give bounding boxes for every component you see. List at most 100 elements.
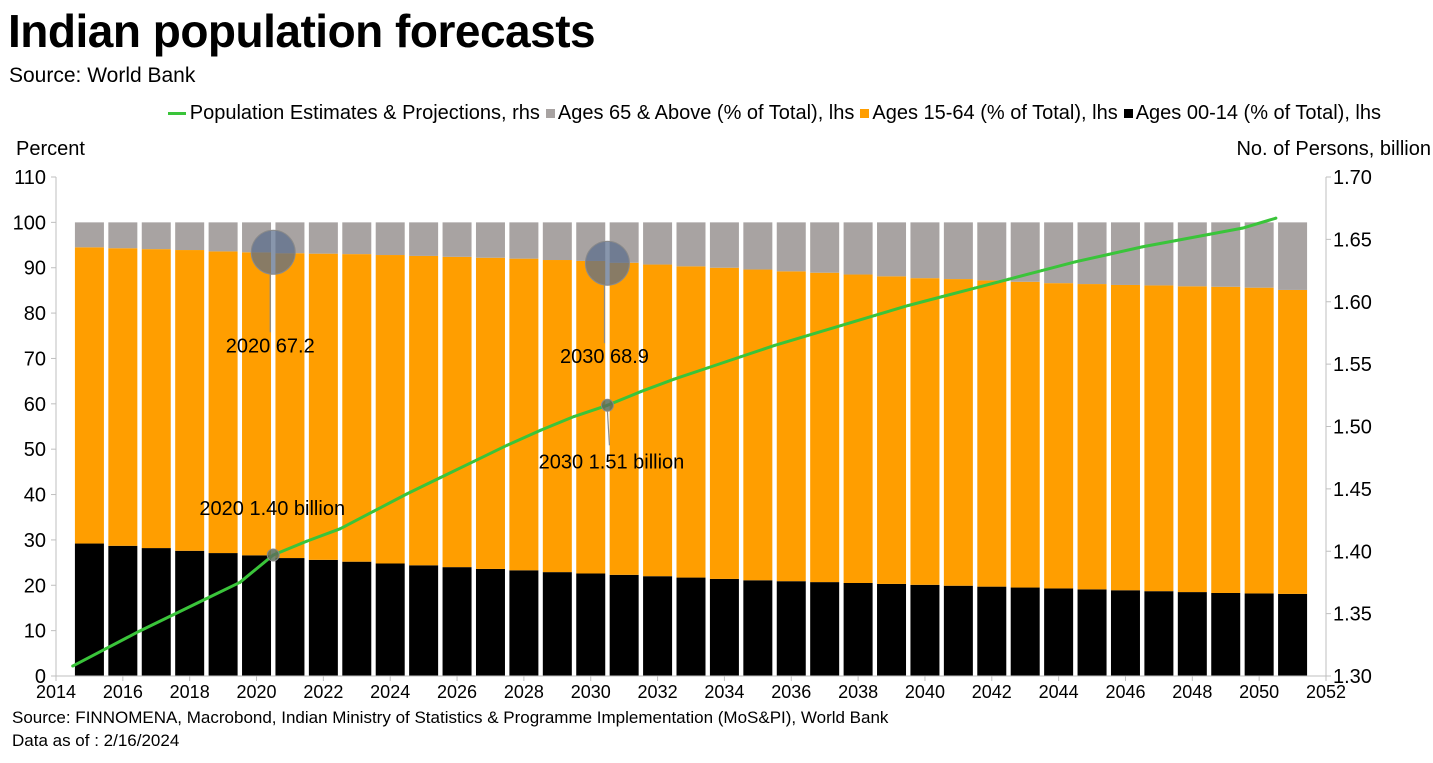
bar-ages-00-14-2035 — [743, 580, 773, 676]
bar-ages-00-14-2026 — [442, 567, 472, 676]
legend-label-ages-65-above: Ages 65 & Above (% of Total), lhs — [557, 102, 855, 124]
bar-ages-15-64-2038 — [843, 274, 873, 583]
bar-ages-00-14-2025 — [409, 565, 439, 676]
x-tick-label-2042: 2042 — [972, 682, 1012, 702]
bar-ages-65-above-2041 — [943, 222, 973, 280]
x-tick-label-2036: 2036 — [771, 682, 811, 702]
legend-swatch-population — [167, 112, 186, 115]
bar-ages-65-above-2035 — [743, 222, 773, 270]
x-tick-label-2052: 2052 — [1306, 682, 1346, 702]
bar-ages-15-64-2018 — [175, 250, 205, 551]
legend-item-ages-65-above: Ages 65 & Above (% of Total), lhs — [545, 102, 855, 125]
population-point-2033 — [672, 377, 676, 381]
bar-ages-00-14-2048 — [1177, 592, 1207, 676]
bar-ages-65-above-2038 — [843, 222, 873, 275]
bar-ages-00-14-2019 — [208, 553, 238, 676]
bar-ages-15-64-2016 — [108, 248, 138, 546]
bar-ages-00-14-2031 — [609, 574, 639, 676]
bar-ages-65-above-2018 — [175, 222, 205, 251]
population-point-2035 — [739, 355, 743, 359]
bar-ages-15-64-2045 — [1077, 284, 1107, 590]
population-point-2029 — [539, 428, 543, 432]
left-tick-label-40: 40 — [24, 485, 46, 507]
bar-ages-15-64-2051 — [1278, 289, 1308, 594]
population-point-2023 — [338, 527, 342, 531]
legend-item-ages-15-64: Ages 15-64 (% of Total), lhs — [860, 102, 1118, 125]
bar-ages-00-14-2034 — [709, 578, 739, 676]
bar-ages-00-14-2024 — [375, 563, 405, 676]
bar-ages-15-64-2046 — [1110, 284, 1140, 591]
bar-ages-00-14-2028 — [509, 570, 539, 676]
right-tick-label-1.40: 1.40 — [1333, 541, 1372, 563]
population-point-2046 — [1107, 252, 1111, 256]
bar-ages-00-14-2020 — [242, 555, 272, 676]
bar-ages-15-64-2037 — [810, 272, 840, 583]
annotation-marker-2030-68-9 — [584, 240, 630, 286]
legend-swatch-ages-65-above — [545, 109, 555, 118]
right-tick-label-1.30: 1.30 — [1333, 666, 1372, 688]
right-tick-label-1.70: 1.70 — [1333, 167, 1372, 189]
population-point-2018 — [171, 613, 175, 617]
population-point-2022 — [305, 539, 309, 543]
bar-ages-00-14-2037 — [810, 582, 840, 676]
bar-ages-15-64-2015 — [74, 247, 104, 544]
bar-ages-65-above-2042 — [977, 222, 1007, 281]
population-point-2044 — [1040, 269, 1044, 273]
left-tick-label-100: 100 — [13, 212, 46, 234]
bar-ages-00-14-2047 — [1144, 591, 1174, 676]
bar-ages-65-above-2019 — [208, 222, 238, 252]
bar-ages-15-64-2039 — [877, 276, 907, 584]
x-tick-label-2046: 2046 — [1105, 682, 1145, 702]
bar-ages-15-64-2024 — [375, 255, 405, 564]
bar-ages-15-64-2027 — [475, 257, 505, 569]
x-tick-label-2020: 2020 — [237, 682, 277, 702]
bar-ages-65-above-2040 — [910, 222, 940, 279]
population-point-2030 — [572, 415, 576, 419]
x-tick-label-2032: 2032 — [638, 682, 678, 702]
bar-ages-65-above-2022 — [308, 222, 338, 254]
left-tick-label-70: 70 — [24, 348, 46, 370]
x-tick-label-2014: 2014 — [36, 682, 76, 702]
right-tick-label-1.45: 1.45 — [1333, 479, 1372, 501]
left-tick-label-50: 50 — [24, 439, 46, 461]
population-point-2036 — [773, 343, 777, 347]
left-tick-label-90: 90 — [24, 258, 46, 280]
bar-ages-15-64-2036 — [776, 271, 806, 582]
population-point-2026 — [438, 476, 442, 480]
population-point-2015 — [71, 664, 75, 668]
annotation-marker-2020-1-40-billion — [266, 548, 280, 562]
population-point-2041 — [940, 295, 944, 299]
population-point-2051 — [1274, 216, 1278, 220]
bar-ages-15-64-2035 — [743, 269, 773, 581]
bar-ages-00-14-2051 — [1278, 593, 1308, 676]
annotation-leader-2030-1-51-billion — [606, 411, 611, 446]
bar-ages-15-64-2022 — [308, 253, 338, 560]
bar-ages-00-14-2029 — [542, 572, 572, 676]
bar-ages-00-14-2046 — [1110, 590, 1140, 676]
x-tick-label-2018: 2018 — [170, 682, 210, 702]
bar-ages-15-64-2034 — [709, 267, 739, 579]
bar-ages-65-above-2039 — [877, 222, 907, 277]
footer-source: Source: FINNOMENA, Macrobond, Indian Min… — [12, 708, 889, 727]
bar-ages-00-14-2050 — [1244, 593, 1274, 676]
chart-legend: Population Estimates & Projections, rhs … — [162, 102, 1381, 125]
bar-ages-00-14-2017 — [141, 548, 171, 676]
left-tick-label-0: 0 — [35, 666, 46, 688]
x-tick-label-2048: 2048 — [1172, 682, 1212, 702]
bar-ages-00-14-2016 — [108, 545, 138, 676]
bar-ages-65-above-2050 — [1244, 222, 1274, 288]
bar-ages-15-64-2040 — [910, 278, 940, 585]
population-point-2032 — [639, 390, 643, 394]
legend-swatch-ages-00-14 — [1123, 109, 1133, 118]
bar-ages-65-above-2029 — [542, 222, 572, 261]
bar-ages-15-64-2019 — [208, 251, 238, 554]
bar-ages-65-above-2032 — [643, 222, 673, 265]
bar-ages-15-64-2049 — [1211, 286, 1241, 593]
bar-ages-65-above-2033 — [676, 222, 706, 267]
population-point-2043 — [1007, 277, 1010, 281]
bar-ages-15-64-2021 — [275, 253, 305, 559]
bar-ages-65-above-2037 — [810, 222, 840, 273]
bar-ages-00-14-2027 — [475, 568, 505, 676]
bar-ages-15-64-2033 — [676, 266, 706, 578]
right-tick-label-1.35: 1.35 — [1333, 604, 1372, 626]
